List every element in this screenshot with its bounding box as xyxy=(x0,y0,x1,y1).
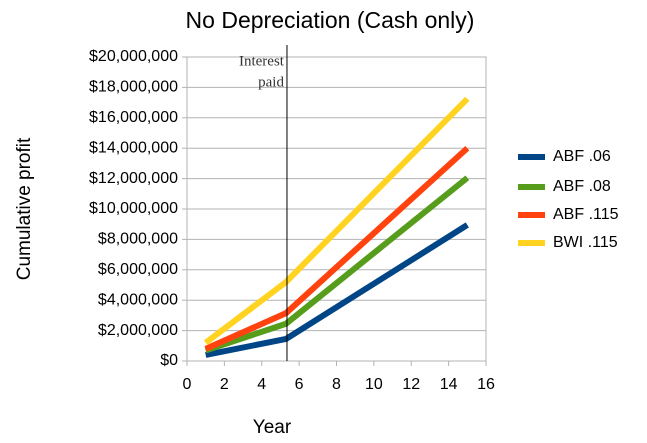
x-tick-label: 2 xyxy=(220,376,229,393)
x-tick-label: 4 xyxy=(257,376,266,393)
y-tick-label: $0 xyxy=(160,352,178,369)
y-tick-label: $12,000,000 xyxy=(89,170,178,187)
legend-label: ABF .08 xyxy=(553,178,611,195)
y-tick-label: $8,000,000 xyxy=(98,231,178,248)
series-line xyxy=(204,175,470,354)
x-tick-label: 12 xyxy=(402,376,420,393)
plot-border xyxy=(186,56,487,362)
series-line xyxy=(203,96,470,346)
x-tick-label: 0 xyxy=(183,376,192,393)
x-tick-label: 10 xyxy=(365,376,383,393)
y-tick-label: $20,000,000 xyxy=(89,48,178,65)
y-tick-label: $6,000,000 xyxy=(98,261,178,278)
y-tick-label: $16,000,000 xyxy=(89,109,178,126)
y-tick-label: $10,000,000 xyxy=(89,200,178,217)
y-tick-label: $18,000,000 xyxy=(89,79,178,96)
y-tick-label: $4,000,000 xyxy=(98,291,178,308)
series-line xyxy=(205,222,469,358)
x-tick-label: 14 xyxy=(440,376,458,393)
annotation-text: Interest xyxy=(239,53,285,69)
y-tick-label: $2,000,000 xyxy=(98,322,178,339)
legend-label: ABF .06 xyxy=(553,148,611,165)
y-axis-label: Cumulative profit xyxy=(14,137,35,280)
x-tick-label: 8 xyxy=(332,376,341,393)
legend-label: BWI .115 xyxy=(553,234,618,251)
annotation-text: paid xyxy=(258,74,284,90)
y-tick-label: $14,000,000 xyxy=(89,139,178,156)
x-axis-label: Year xyxy=(253,417,292,438)
x-tick-label: 16 xyxy=(477,376,495,393)
x-tick-label: 6 xyxy=(295,376,304,393)
series-line xyxy=(204,145,470,352)
legend-label: ABF .115 xyxy=(553,206,619,223)
chart-title: No Depreciation (Cash only) xyxy=(186,7,475,33)
